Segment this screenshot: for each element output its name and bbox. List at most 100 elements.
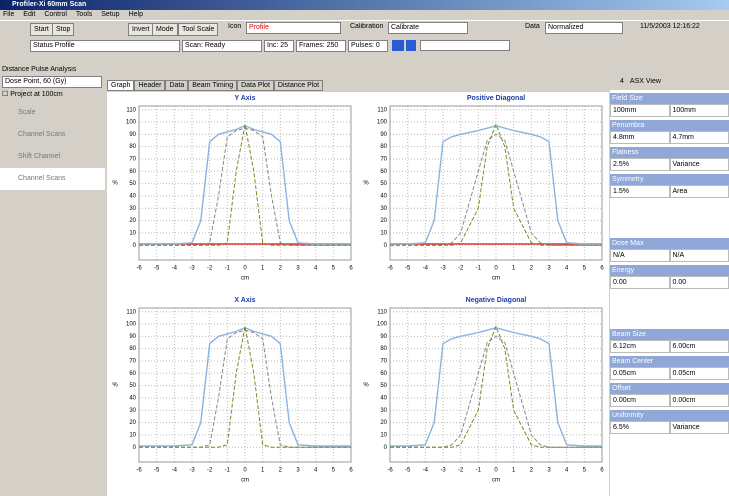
section-cell: Variance — [669, 158, 729, 171]
right-tab[interactable]: ASX View — [629, 78, 661, 85]
y-axis-label: % — [112, 383, 118, 389]
toolbar-button[interactable]: Tool Scale — [178, 23, 219, 36]
x-tick-label: 1 — [512, 266, 516, 272]
series-line — [139, 124, 351, 246]
y-tick-label: 80 — [380, 144, 387, 150]
plot-frame — [389, 105, 603, 261]
x-tick-label: 6 — [600, 468, 604, 474]
calibration-label: Calibration — [350, 23, 384, 30]
x-tick-label: -5 — [154, 266, 160, 272]
y-tick-label: 110 — [377, 107, 387, 113]
y-tick-label: 30 — [129, 408, 136, 414]
data-dropdown[interactable]: Normalized — [545, 22, 623, 34]
menu-item[interactable]: Edit — [23, 11, 36, 18]
right-tab[interactable]: 4 — [620, 78, 624, 85]
y-tick-label: 0 — [133, 243, 137, 249]
status-scan: Scan: Ready — [182, 40, 262, 52]
left-item[interactable]: Shift Channel — [18, 153, 61, 160]
section-row: 4.8mm 4.7mm — [610, 131, 729, 144]
y-axis-label: % — [112, 181, 118, 187]
y-tick-label: 40 — [129, 194, 136, 200]
x-axis-label: cm — [492, 478, 500, 484]
x-axis-label: cm — [492, 276, 500, 282]
y-tick-label: 0 — [133, 445, 137, 451]
y-tick-label: 70 — [129, 359, 136, 365]
y-tick-label: 40 — [129, 396, 136, 402]
y-tick-label: 10 — [380, 432, 387, 438]
y-tick-label: 20 — [129, 218, 136, 224]
y-tick-label: 60 — [380, 371, 387, 377]
left-items: Scale Channel Scans Shift Channel Channel S… — [0, 102, 105, 190]
tab[interactable]: Beam Timing — [188, 80, 238, 91]
series-line — [390, 123, 602, 246]
play-button[interactable] — [392, 40, 404, 51]
status-inc: Inc: 25 — [264, 40, 294, 52]
x-tick-label: -6 — [387, 266, 393, 272]
slider[interactable] — [420, 40, 510, 51]
timestamp: 11/5/2003 12:16:22 — [640, 23, 700, 30]
x-tick-label: 4 — [314, 468, 318, 474]
toolbar-button[interactable]: Invert — [128, 23, 154, 36]
chart-title: Negative Diagonal — [466, 297, 527, 304]
x-tick-label: 6 — [349, 468, 353, 474]
toolbar-button[interactable]: Start — [30, 23, 53, 36]
y-tick-label: 90 — [380, 334, 387, 340]
x-tick-label: -4 — [423, 266, 429, 272]
x-tick-label: 3 — [296, 266, 300, 272]
calibration-dropdown[interactable]: Calibrate — [388, 22, 468, 34]
project-label: Project at 100cm — [10, 91, 63, 98]
y-tick-label: 80 — [129, 346, 136, 352]
x-tick-label: 5 — [583, 266, 587, 272]
left-item[interactable]: Scale — [18, 109, 36, 116]
step-button[interactable] — [406, 40, 416, 51]
left-item[interactable]: Channel Scans — [0, 168, 105, 190]
y-tick-label: 30 — [380, 408, 387, 414]
x-tick-label: 0 — [494, 468, 498, 474]
toolbar-button[interactable]: Stop — [52, 23, 75, 36]
icon-dropdown[interactable]: Profile — [246, 22, 341, 34]
section-row: 2.5% Variance — [610, 158, 729, 171]
dose-dropdown[interactable]: Dose Point, 60 (Gy) — [2, 76, 102, 88]
series-line — [139, 326, 351, 448]
section-header: Symmetry — [610, 174, 729, 185]
section-cell: 0.00cm — [669, 394, 729, 407]
x-tick-label: -6 — [387, 468, 393, 474]
section-header: Offset — [610, 383, 729, 394]
menu-item[interactable]: Tools — [75, 11, 93, 18]
x-tick-label: -2 — [207, 266, 213, 272]
x-tick-label: -4 — [423, 468, 429, 474]
section-row: 0.00 0.00 — [610, 276, 729, 289]
toolbar-button[interactable]: Mode — [152, 23, 178, 36]
project-checkbox[interactable]: ☐ Project at 100cm — [2, 91, 63, 98]
plot-frame — [389, 307, 603, 463]
tab[interactable]: Data Plot — [237, 80, 274, 91]
plot-frame — [138, 105, 352, 261]
menu-item[interactable]: Control — [44, 11, 67, 18]
x-tick-label: 4 — [565, 266, 569, 272]
tab[interactable]: Graph — [107, 80, 135, 91]
x-tick-label: -3 — [189, 266, 195, 272]
tab[interactable]: Data — [165, 80, 189, 91]
tab[interactable]: Distance Plot — [273, 80, 324, 91]
menu-item[interactable]: Help — [128, 11, 143, 18]
y-tick-label: 100 — [126, 120, 137, 126]
menu-item[interactable]: File — [3, 11, 15, 18]
y-tick-label: 50 — [129, 383, 136, 389]
x-tick-label: -3 — [189, 468, 195, 474]
x-axis-label: cm — [241, 478, 249, 484]
section-header: Uniformity — [610, 410, 729, 421]
title-bar: Profiler-Xi 60mm Scan — [0, 0, 729, 10]
x-tick-label: -6 — [136, 468, 142, 474]
y-tick-label: 50 — [129, 181, 136, 187]
y-tick-label: 0 — [384, 243, 388, 249]
x-tick-label: 2 — [279, 468, 283, 474]
x-tick-label: 2 — [530, 468, 534, 474]
menu-item[interactable]: Setup — [101, 11, 120, 18]
chart-title: Y Axis — [234, 95, 255, 102]
tab[interactable]: Header — [134, 80, 166, 91]
left-item[interactable]: Channel Scans — [18, 131, 66, 138]
section-row: 100mm 100mm — [610, 104, 729, 117]
section-header: Flatness — [610, 147, 729, 158]
